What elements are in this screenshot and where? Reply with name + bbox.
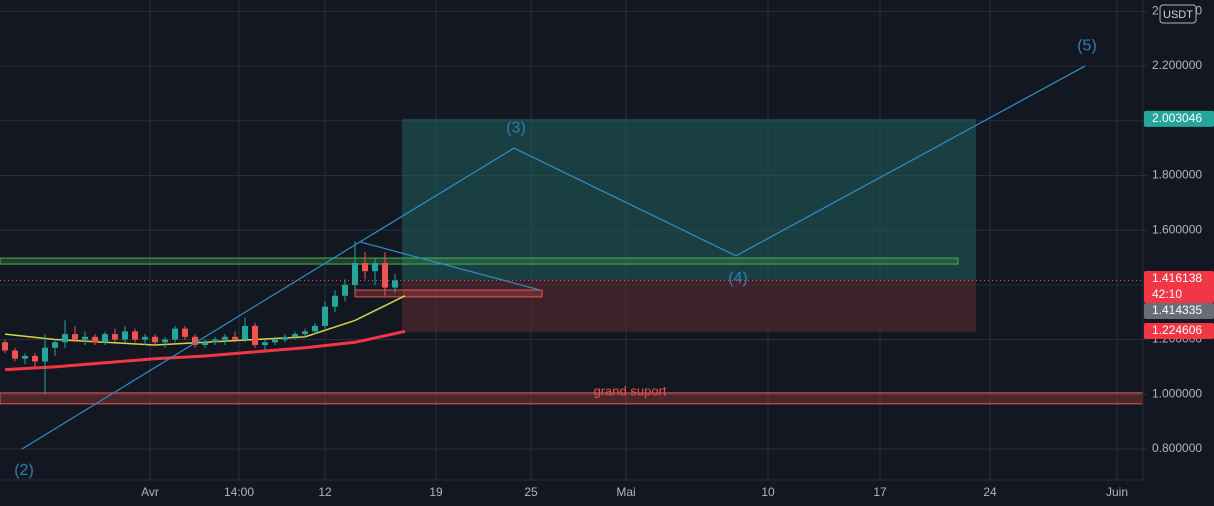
time-axis bbox=[0, 480, 1143, 506]
y-tick-label: 1.600000 bbox=[1152, 222, 1202, 236]
price-label: 1.414335 bbox=[1152, 303, 1202, 317]
candle-body bbox=[332, 295, 338, 307]
candle-body bbox=[122, 331, 128, 340]
candle-body bbox=[72, 334, 78, 340]
candle-body bbox=[192, 336, 198, 346]
currency-box bbox=[1159, 4, 1197, 24]
price-label-bg bbox=[1144, 303, 1214, 319]
candle-body bbox=[252, 325, 258, 346]
trend-line bbox=[359, 241, 541, 291]
candle-body bbox=[112, 334, 118, 340]
zone bbox=[402, 118, 976, 280]
x-tick-label: Juin bbox=[1106, 485, 1128, 499]
candle-body bbox=[142, 336, 148, 340]
wave-label: (3) bbox=[506, 119, 526, 136]
x-tick-label: 25 bbox=[524, 485, 538, 499]
candle-body bbox=[262, 342, 268, 346]
candle-body bbox=[232, 336, 238, 340]
candle-body bbox=[132, 331, 138, 340]
zone bbox=[0, 257, 959, 265]
price-label-bg bbox=[1144, 110, 1214, 127]
moving-average bbox=[4, 329, 406, 372]
candle-body bbox=[372, 262, 378, 272]
candle-body bbox=[2, 342, 8, 351]
candle-body bbox=[282, 336, 288, 340]
y-tick-label: 1.000000 bbox=[1152, 386, 1202, 400]
x-tick-label: Mai bbox=[616, 485, 635, 499]
candle-body bbox=[202, 342, 208, 346]
price-label: 2.003046 bbox=[1152, 111, 1202, 125]
x-tick-label: Avr bbox=[141, 485, 159, 499]
candle-body bbox=[182, 328, 188, 337]
candle-body bbox=[342, 284, 348, 296]
candle-body bbox=[162, 339, 168, 343]
x-tick-label: 10 bbox=[761, 485, 775, 499]
zone bbox=[402, 279, 976, 332]
candle-body bbox=[82, 336, 88, 340]
candle-body bbox=[102, 334, 108, 343]
candle-body bbox=[62, 334, 68, 343]
candle-body bbox=[292, 334, 298, 337]
candle-body bbox=[362, 262, 368, 272]
x-tick-label: 14:00 bbox=[224, 485, 254, 499]
candle-body bbox=[12, 350, 18, 359]
wave-label: (4) bbox=[728, 270, 748, 287]
zone bbox=[0, 392, 1144, 405]
y-tick-label: 2.200000 bbox=[1152, 58, 1202, 72]
support-label: grand suport bbox=[594, 383, 667, 398]
candle-body bbox=[32, 355, 38, 362]
y-tick-label: 0.800000 bbox=[1152, 441, 1202, 455]
price-label-bg bbox=[1144, 323, 1214, 339]
wave-label: (2) bbox=[14, 462, 34, 479]
y-tick-label: 1.800000 bbox=[1152, 168, 1202, 182]
candle-body bbox=[242, 325, 248, 340]
candle-body bbox=[42, 347, 48, 362]
candle-body bbox=[322, 306, 328, 326]
countdown: 42:10 bbox=[1152, 287, 1182, 301]
candle-body bbox=[352, 262, 358, 285]
candle-body bbox=[222, 336, 228, 340]
candle-body bbox=[52, 342, 58, 348]
candle-body bbox=[302, 331, 308, 335]
x-tick-label: 12 bbox=[318, 485, 332, 499]
candle-body bbox=[272, 339, 278, 343]
x-tick-label: 17 bbox=[873, 485, 887, 499]
candle-body bbox=[92, 336, 98, 343]
candle-body bbox=[22, 355, 28, 359]
wave-line bbox=[21, 65, 1086, 450]
price-label: 1.224606 bbox=[1152, 323, 1202, 337]
candle-body bbox=[152, 336, 158, 343]
price-axis bbox=[1143, 0, 1214, 506]
candle-body bbox=[392, 280, 398, 288]
price-label: 1.416138 bbox=[1152, 271, 1202, 285]
price-label-bg bbox=[1144, 271, 1214, 303]
candle-body bbox=[382, 262, 388, 288]
candle-body bbox=[212, 339, 218, 343]
wave-label: (5) bbox=[1077, 37, 1097, 54]
candle-body bbox=[172, 328, 178, 340]
currency: USDT bbox=[1163, 9, 1193, 21]
x-tick-label: 19 bbox=[429, 485, 443, 499]
candle-body bbox=[312, 325, 318, 332]
zone bbox=[354, 289, 543, 298]
x-tick-label: 24 bbox=[983, 485, 997, 499]
